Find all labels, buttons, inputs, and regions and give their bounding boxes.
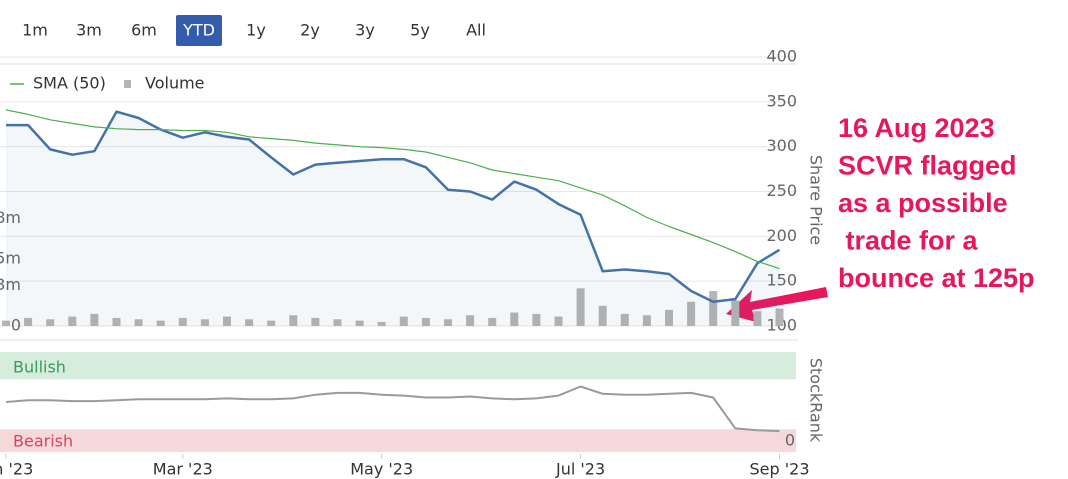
volume-bar: [598, 305, 607, 326]
volume-bar: [510, 312, 519, 326]
y2-tick-label: 0: [11, 316, 21, 335]
volume-bar: [200, 319, 209, 326]
volume-bar: [112, 317, 121, 326]
volume-bar: [665, 309, 673, 326]
range-button-label[interactable]: All: [466, 21, 486, 40]
range-button-label[interactable]: 1y: [246, 21, 266, 40]
range-button-label[interactable]: 6m: [131, 21, 157, 40]
y-axis-title: Share Price: [807, 155, 826, 245]
range-button[interactable]: YTD: [176, 15, 222, 46]
volume-bar: [532, 313, 541, 326]
y-tick-label: 300: [766, 136, 797, 155]
price-area: [6, 111, 780, 326]
y-tick-label: 150: [766, 271, 797, 290]
x-tick-label: Jul '23: [555, 460, 605, 479]
legend-label[interactable]: Volume: [145, 74, 205, 93]
range-button[interactable]: All: [466, 21, 486, 40]
volume-bar: [687, 301, 696, 326]
range-button[interactable]: 6m: [131, 21, 157, 40]
annotation-text: trade for a: [838, 226, 979, 256]
range-button-label[interactable]: 3m: [76, 21, 102, 40]
band-label: Bullish: [13, 358, 66, 377]
volume-bar: [223, 316, 231, 326]
line: [5, 385, 780, 433]
annotation-arrow: [726, 287, 828, 322]
x-tick-label: Jan '23: [0, 460, 33, 479]
legend-label[interactable]: SMA (50): [33, 74, 106, 93]
legend-symbol: [124, 80, 131, 88]
y2-tick-label: 3m: [0, 275, 21, 294]
y2-tick-label: 8m: [0, 208, 21, 227]
x-tick-label: Sep '23: [750, 460, 810, 479]
band-label: Bearish: [13, 432, 73, 451]
y-tick-label: 400: [766, 47, 797, 66]
annotation-text: bounce at 125p: [838, 263, 1035, 293]
volume-bar: [156, 320, 165, 326]
volume-bar: [731, 300, 740, 326]
line: [5, 109, 780, 270]
range-button[interactable]: 1y: [246, 21, 266, 40]
rank-band: [0, 429, 796, 452]
volume-bar: [775, 308, 784, 326]
volume-bar: [311, 317, 320, 326]
range-button-bg: [176, 15, 222, 46]
volume-bar: [134, 319, 143, 326]
range-button[interactable]: 3y: [355, 21, 375, 40]
range-button[interactable]: 3m: [76, 21, 102, 40]
volume-bar: [355, 320, 364, 326]
line: [6, 110, 781, 304]
volume-bar: [620, 313, 629, 326]
volume-bar: [399, 316, 408, 326]
volume-bar: [709, 291, 718, 326]
volume-bar: [554, 316, 563, 326]
y-tick-label: 200: [766, 226, 797, 245]
annotation-text: as a possible: [838, 188, 1008, 218]
volume-bar: [68, 316, 77, 326]
volume-bar: [267, 320, 276, 326]
volume-bar: [46, 319, 55, 326]
volume-bar: [333, 319, 342, 326]
volume-bar: [24, 317, 33, 326]
y-tick-label: 0: [785, 430, 795, 449]
annotation-text: 16 Aug 2023: [838, 113, 995, 143]
volume-bar: [466, 315, 475, 326]
volume-bar: [576, 288, 585, 326]
volume-bar: [90, 313, 99, 326]
x-tick-label: Mar '23: [153, 460, 213, 479]
y-tick-label: 350: [766, 91, 797, 110]
y-axis-title: StockRank: [807, 358, 826, 443]
volume-bar: [2, 320, 10, 326]
volume-bar: [245, 319, 254, 326]
rank-band: [0, 352, 796, 380]
volume-bar: [753, 311, 762, 326]
volume-bar: [642, 315, 651, 326]
range-button[interactable]: 2y: [300, 21, 320, 40]
y-tick-label: 250: [766, 181, 797, 200]
range-button[interactable]: 1m: [22, 21, 48, 40]
range-button-label[interactable]: YTD: [182, 21, 215, 40]
volume-bar: [444, 319, 452, 326]
y2-tick-label: 5m: [0, 248, 21, 267]
volume-bar: [421, 317, 430, 326]
volume-bar: [377, 321, 386, 326]
annotation-text: SCVR flagged: [838, 151, 1017, 181]
range-button-label[interactable]: 5y: [410, 21, 430, 40]
range-button-label[interactable]: 3y: [355, 21, 375, 40]
range-button-label[interactable]: 1m: [22, 21, 48, 40]
volume-bar: [488, 317, 497, 326]
range-button[interactable]: 5y: [410, 21, 430, 40]
volume-bar: [289, 315, 298, 326]
x-tick-label: May '23: [350, 460, 413, 479]
range-button-label[interactable]: 2y: [300, 21, 320, 40]
volume-bar: [178, 317, 187, 326]
